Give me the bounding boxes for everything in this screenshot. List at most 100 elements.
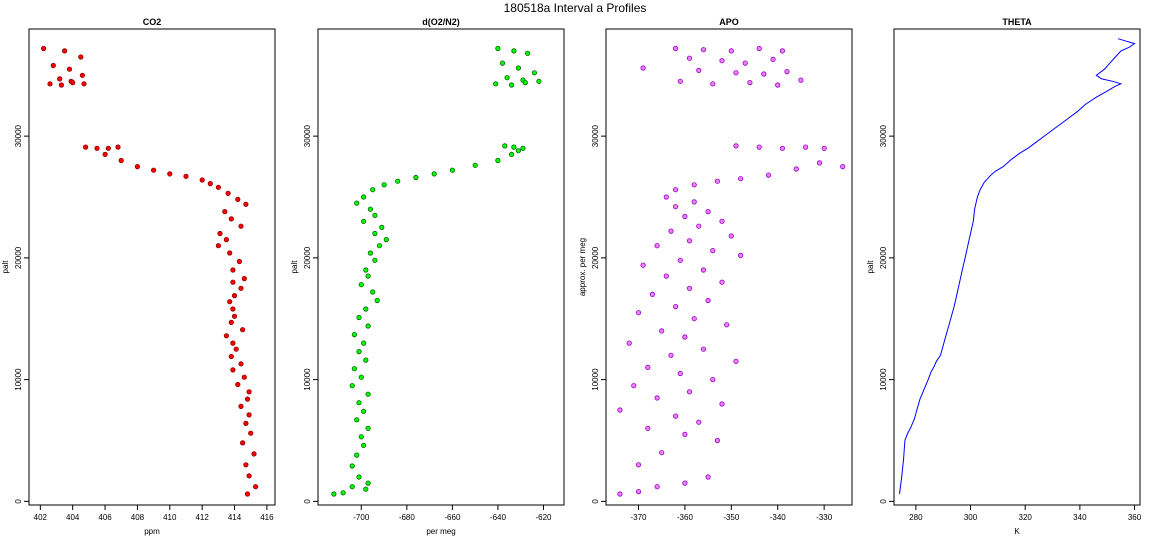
data-point — [225, 190, 231, 196]
data-point — [235, 381, 241, 388]
y-tick-label: 20000 — [303, 246, 312, 269]
data-point — [383, 237, 389, 243]
data-point — [775, 82, 781, 88]
data-point — [635, 488, 642, 495]
y-tick-label: 20000 — [591, 246, 600, 269]
data-point — [705, 474, 711, 480]
data-point — [370, 289, 376, 295]
x-tick-label: -350 — [723, 513, 740, 522]
data-point — [742, 60, 748, 66]
data-point — [728, 48, 734, 54]
data-point — [349, 383, 355, 389]
data-point — [363, 267, 369, 273]
data-point — [228, 353, 234, 360]
data-point — [686, 238, 693, 244]
data-point — [50, 62, 56, 69]
data-point — [360, 194, 367, 200]
data-point — [78, 54, 84, 60]
data-point — [431, 171, 437, 177]
data-point — [70, 80, 76, 86]
x-tick-label: 340 — [1073, 513, 1087, 522]
data-point — [199, 177, 205, 183]
data-point — [215, 243, 221, 249]
y-tick-label: 30000 — [879, 124, 888, 147]
data-point — [235, 196, 241, 202]
data-point — [779, 48, 786, 54]
data-point — [351, 366, 357, 372]
data-point — [737, 176, 744, 182]
data-point — [672, 303, 679, 310]
chart-panel-1: d(O2/N2) -700 -680 -660 -640 -620 0 10000 20000 3… — [290, 17, 565, 536]
y-tick-label: 20000 — [14, 246, 23, 269]
data-point — [682, 480, 688, 486]
y-axis-label: approx. per meg — [578, 238, 587, 296]
data-point — [645, 364, 651, 370]
data-point — [686, 389, 693, 395]
x-tick-label: 414 — [228, 513, 242, 522]
data-point — [499, 60, 506, 66]
data-point — [61, 48, 68, 54]
y-tick-label: 30000 — [14, 124, 23, 147]
data-point — [821, 145, 827, 151]
data-point — [228, 319, 234, 325]
data-point — [243, 201, 249, 207]
data-point — [705, 297, 711, 304]
data-point — [798, 77, 804, 83]
x-tick-label: -640 — [490, 513, 507, 522]
x-tick-label: 300 — [964, 513, 978, 522]
data-point — [236, 258, 242, 265]
data-point — [714, 178, 721, 184]
x-tick-label: -340 — [770, 513, 787, 522]
data-point — [83, 144, 89, 150]
data-point — [227, 250, 233, 256]
data-point — [374, 297, 380, 304]
data-point — [215, 184, 221, 190]
data-point — [696, 419, 702, 425]
data-point — [668, 352, 674, 358]
data-point — [233, 346, 239, 352]
data-point — [248, 430, 254, 436]
x-tick-label: 412 — [195, 513, 209, 522]
data-point — [659, 328, 665, 334]
panel-title: CO2 — [143, 17, 162, 27]
data-point — [102, 151, 108, 157]
panel-title: THETA — [1002, 17, 1032, 27]
y-tick-label: 0 — [303, 499, 312, 504]
data-point — [370, 187, 376, 193]
data-point — [81, 81, 87, 87]
data-point — [765, 172, 772, 178]
data-point — [663, 194, 669, 200]
data-point — [340, 490, 346, 496]
data-point — [495, 157, 501, 164]
y-axis-label: palt — [866, 260, 875, 274]
data-point — [756, 45, 762, 52]
data-point — [363, 357, 369, 363]
data-point — [700, 47, 707, 53]
x-tick-label: 320 — [1019, 513, 1033, 522]
data-point — [246, 412, 252, 418]
data-point — [635, 462, 642, 468]
y-tick-label: 10000 — [14, 368, 23, 391]
data-point — [244, 396, 251, 402]
x-tick-label: -620 — [535, 513, 552, 522]
x-tick-label: 408 — [131, 513, 145, 522]
data-point — [493, 81, 499, 87]
data-point — [360, 218, 367, 224]
data-point — [816, 160, 823, 166]
data-point — [251, 451, 257, 457]
data-point — [677, 78, 683, 84]
data-point — [691, 316, 697, 322]
data-point — [784, 69, 790, 75]
data-point — [217, 230, 223, 237]
data-point — [356, 348, 362, 355]
data-point — [360, 408, 367, 414]
data-point — [696, 223, 702, 229]
x-tick-label: -680 — [399, 513, 416, 522]
x-tick-label: 404 — [66, 513, 80, 522]
data-point — [502, 143, 508, 149]
data-point — [504, 75, 510, 81]
data-point — [672, 187, 679, 193]
data-point — [349, 463, 355, 469]
x-tick-label: -330 — [816, 513, 833, 522]
